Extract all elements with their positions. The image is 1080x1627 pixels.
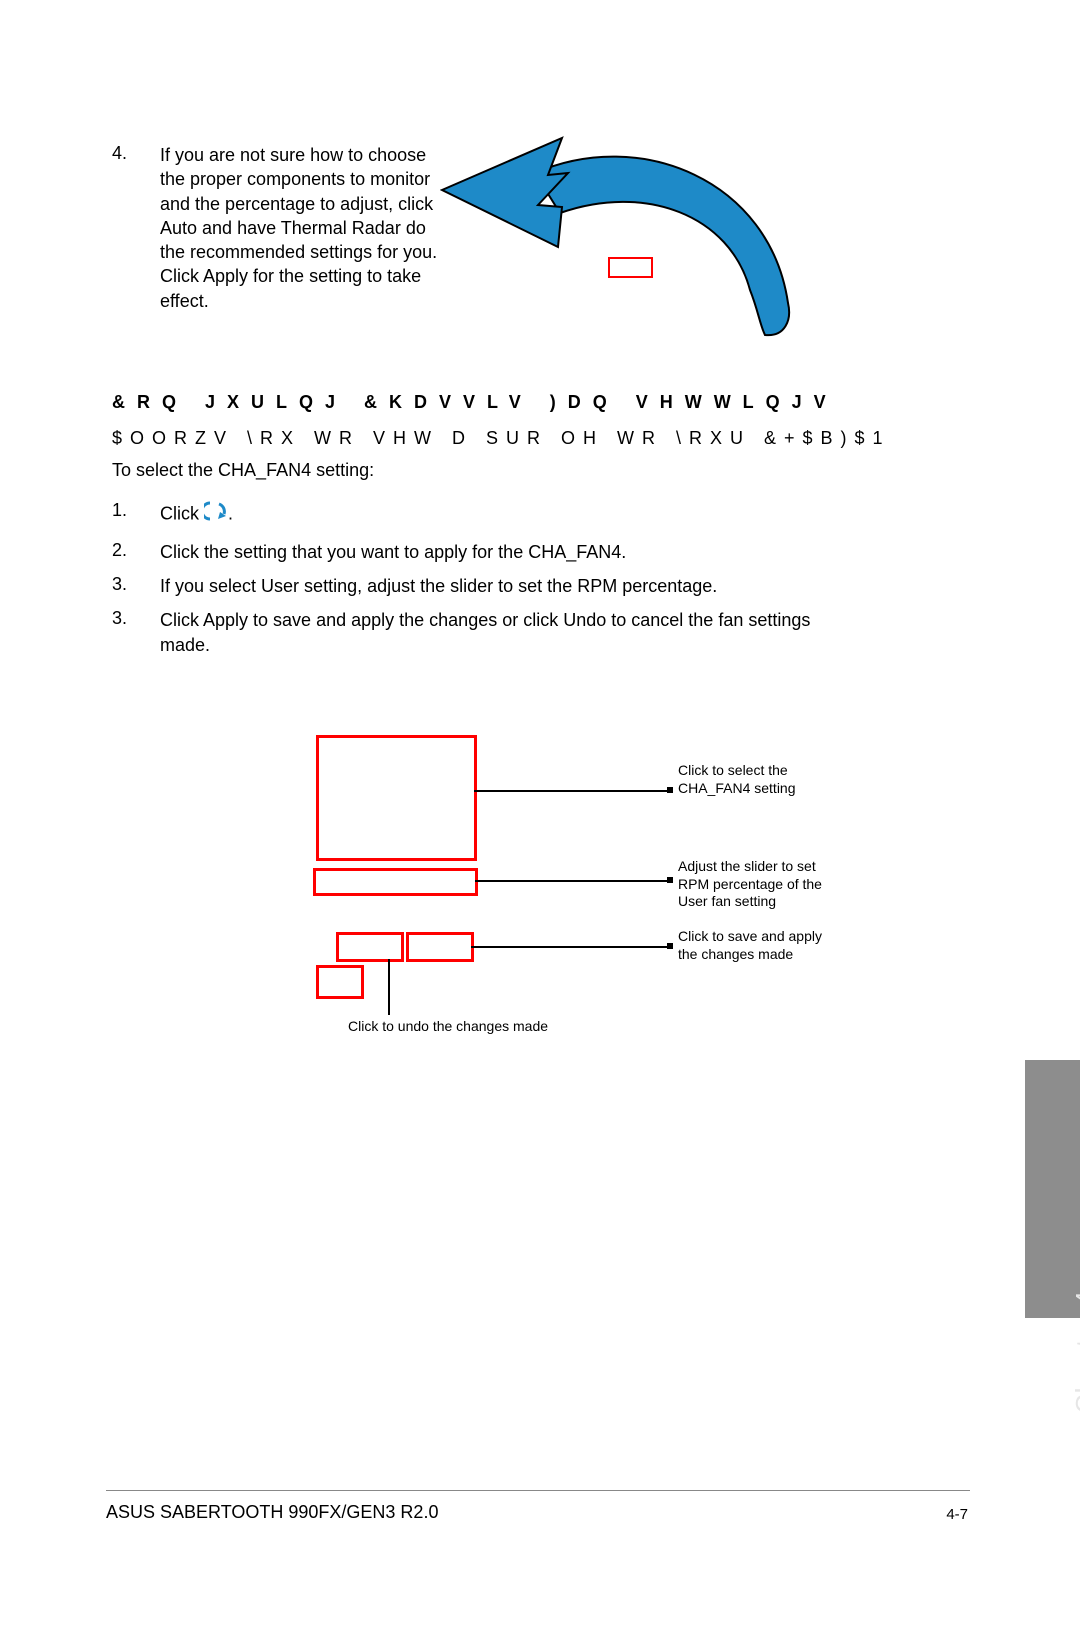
callout-box-select [316, 735, 477, 861]
callout-undo-text: Click to undo the changes made [348, 1018, 548, 1034]
step3a-number: 3. [112, 574, 127, 595]
section-sub: $OORZV \RX WR VHW D SUR OH WR \RXU &+$B)… [112, 428, 891, 449]
loop-arrow-icon [204, 500, 228, 529]
lead-dot-2 [667, 877, 673, 883]
footer-page-number: 4-7 [946, 1506, 968, 1523]
section-select-line: To select the CHA_FAN4 setting: [112, 460, 374, 481]
step1-text-before: Click [160, 503, 204, 523]
step1-number: 1. [112, 500, 127, 521]
lead-dot-1 [667, 787, 673, 793]
footer-rule [106, 1490, 970, 1491]
callout-box-apply [406, 932, 474, 962]
step1-text: Click . [160, 500, 233, 529]
blue-arrow-graphic [440, 135, 800, 340]
callout-box-slider [313, 868, 478, 896]
step2-number: 2. [112, 540, 127, 561]
chapter-tab [1025, 1060, 1080, 1318]
step1-text-after: . [228, 503, 233, 523]
lead-line-1 [474, 790, 670, 792]
callout-apply-text: Click to save and apply the changes made [678, 928, 838, 963]
step3a-text: If you select User setting, adjust the s… [160, 574, 920, 599]
chapter-tab-text: Chapter 4 [1070, 1290, 1080, 1413]
callout-box-undo [336, 932, 404, 962]
lead-line-undo [388, 959, 390, 1015]
callout-slider-text: Adjust the slider to set RPM percentage … [678, 858, 838, 911]
footer-model: ASUS SABERTOOTH 990FX/GEN3 R2.0 [106, 1502, 438, 1523]
lead-line-2 [475, 880, 670, 882]
callout-box-arrow [608, 257, 653, 278]
lead-line-3 [471, 946, 670, 948]
lead-dot-3 [667, 943, 673, 949]
callout-select-text: Click to select the CHA_FAN4 setting [678, 762, 838, 797]
step4-text: If you are not sure how to choose the pr… [160, 143, 440, 313]
step4-number: 4. [112, 143, 127, 164]
callout-box-extra [316, 965, 364, 999]
page: 4. If you are not sure how to choose the… [0, 0, 1080, 1627]
step3b-text: Click Apply to save and apply the change… [160, 608, 860, 658]
step2-text: Click the setting that you want to apply… [160, 540, 920, 565]
step3b-number: 3. [112, 608, 127, 629]
section-title: &RQ JXULQJ &KDVVLV )DQ VHWWLQJV [112, 392, 838, 413]
